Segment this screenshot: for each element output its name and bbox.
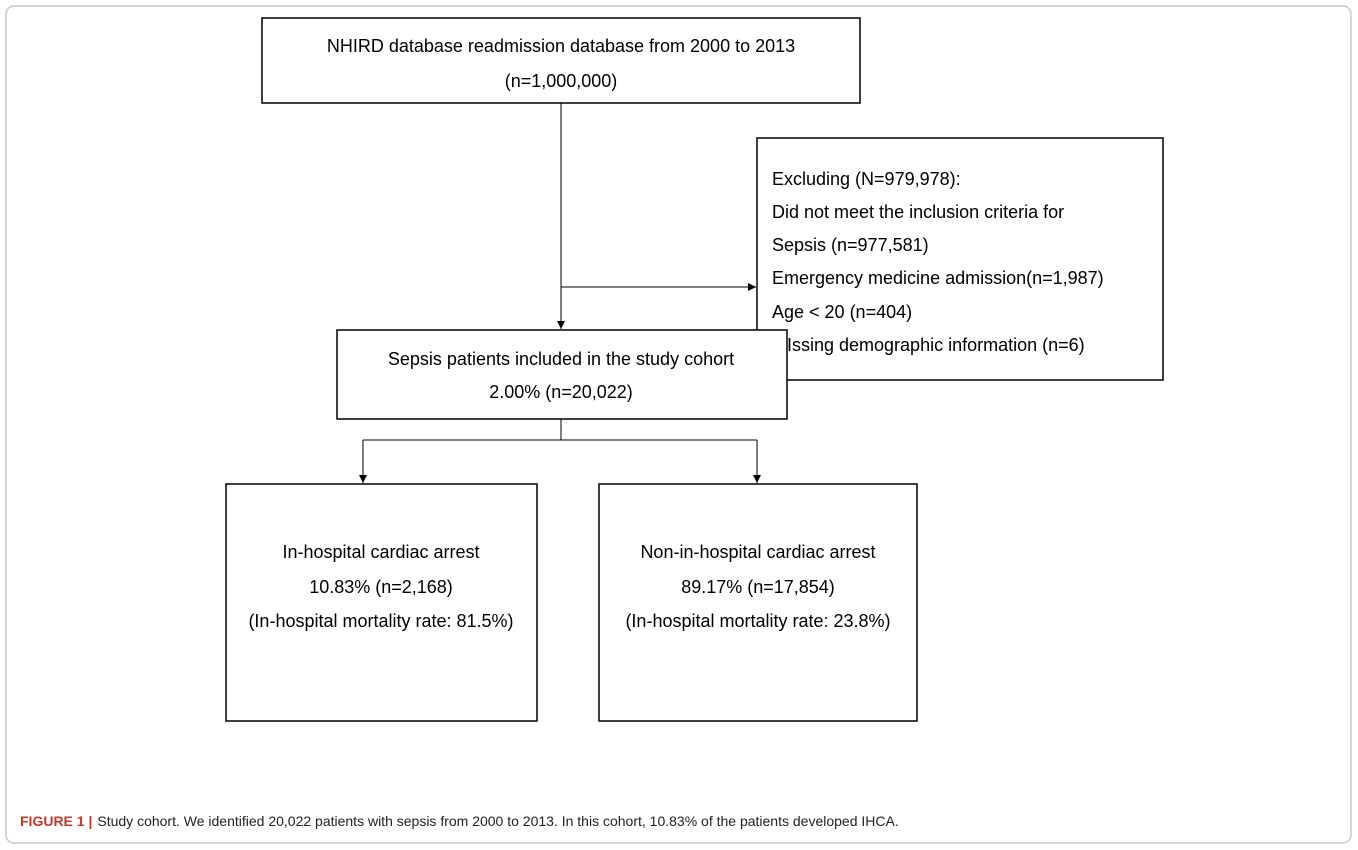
- node-box: [261, 17, 861, 104]
- node-text: Sepsis (n=977,581): [772, 235, 929, 255]
- node-text: 10.83% (n=2,168): [309, 577, 453, 597]
- frame: [5, 5, 1352, 844]
- node-text: Age < 20 (n=404): [772, 302, 912, 322]
- node-text: Non-in-hospital cardiac arrest: [640, 542, 875, 562]
- node-text: (n=1,000,000): [505, 71, 618, 91]
- node-text: MIssing demographic information (n=6): [772, 335, 1085, 355]
- node-text: (In-hospital mortality rate: 23.8%): [625, 611, 890, 631]
- node-text: In-hospital cardiac arrest: [282, 542, 479, 562]
- node-text: Did not meet the inclusion criteria for: [772, 202, 1064, 222]
- node-text: Emergency medicine admission(n=1,987): [772, 268, 1104, 288]
- caption: FIGURE 1 | Study cohort. We identified 20…: [20, 813, 899, 829]
- node-text: (In-hospital mortality rate: 81.5%): [248, 611, 513, 631]
- node-text: 2.00% (n=20,022): [489, 382, 633, 402]
- node-box: [598, 483, 918, 722]
- node-text: Excluding (N=979,978):: [772, 169, 961, 189]
- node-text: Sepsis patients included in the study co…: [388, 349, 734, 369]
- caption-text: Study cohort. We identified 20,022 patie…: [97, 813, 898, 829]
- caption-label: FIGURE 1 |: [20, 813, 92, 829]
- node-text: NHIRD database readmission database from…: [327, 36, 795, 56]
- node-box: [336, 329, 788, 420]
- node-text: 89.17% (n=17,854): [681, 577, 835, 597]
- node-box: [225, 483, 538, 722]
- node-box: [756, 137, 1164, 381]
